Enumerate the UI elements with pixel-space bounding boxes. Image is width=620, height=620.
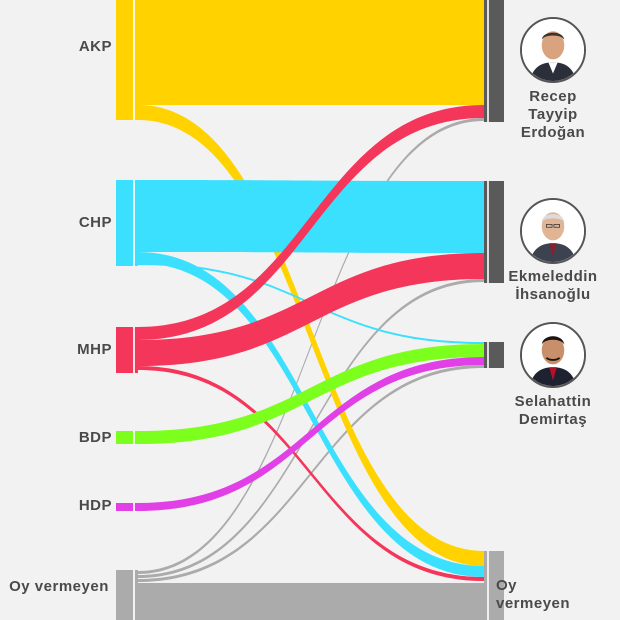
flow-mhp-to-erdogan	[138, 105, 484, 340]
source-bars	[116, 0, 138, 620]
flow-oy-to-oyv	[138, 583, 484, 620]
candidate-label-ihsanoglu: Ekmeleddin İhsanoğlu	[498, 268, 608, 304]
flow-akp-to-oyv	[138, 105, 484, 566]
party-label-chp: CHP	[78, 214, 112, 231]
source-bar-mhp	[116, 327, 138, 373]
party-label-akp: AKP	[78, 38, 112, 55]
source-bar-divider-bdp	[133, 431, 135, 444]
party-label-bdp: BDP	[78, 429, 112, 446]
erdogan-portrait-icon	[522, 19, 584, 81]
candidate-label-line: Ekmeleddin	[508, 268, 598, 285]
flow-hdp-to-demirtas	[138, 357, 484, 511]
source-bar-hdp	[116, 503, 138, 511]
party-label-mhp: MHP	[77, 341, 112, 358]
source-bar-chp	[116, 180, 138, 266]
flow-oy-to-ihsanoglu	[138, 279, 484, 578]
flow-links	[138, 0, 484, 620]
candidate-label-line: Recep	[529, 88, 577, 105]
candidate-label-line: Selahattin	[514, 393, 592, 410]
candidate-label-line: Erdoğan	[520, 124, 586, 141]
avatar-demirtas	[520, 322, 586, 388]
candidate-label-line: vermeyen	[496, 595, 571, 612]
candidate-label-line: İhsanoğlu	[515, 286, 591, 303]
source-bar-bdp	[116, 431, 138, 444]
source-bar-divider-oy	[133, 570, 135, 620]
ihsanoglu-portrait-icon	[522, 200, 584, 262]
flow-chp-to-oyv	[138, 252, 484, 577]
target-bar-divider-demirtas	[487, 342, 489, 368]
candidate-label-line: Demirtaş	[518, 411, 588, 428]
candidate-label-line: Oy	[496, 577, 518, 594]
target-bars	[484, 0, 504, 620]
candidate-label-oyv: Oy vermeyen	[496, 577, 606, 613]
candidate-label-erdogan: Recep Tayyip Erdoğan	[498, 88, 608, 142]
source-bar-oy	[116, 570, 138, 620]
avatar-ihsanoglu	[520, 198, 586, 264]
party-label-oy: Oy vermeyen	[9, 578, 109, 595]
avatar-erdogan	[520, 17, 586, 83]
candidate-label-line: Tayyip	[528, 106, 578, 123]
target-bar-divider-ihsanoglu	[487, 181, 489, 283]
flow-mhp-to-ihsanoglu	[138, 253, 484, 366]
source-bar-divider-chp	[133, 180, 135, 266]
flow-oy-to-erdogan	[138, 118, 484, 574]
party-label-hdp: HDP	[78, 497, 112, 514]
target-bar-divider-erdogan	[487, 0, 489, 122]
target-bar-divider-oyv	[487, 551, 489, 620]
source-bar-divider-akp	[133, 0, 135, 120]
source-bar-akp	[116, 0, 138, 120]
source-bar-divider-mhp	[133, 327, 135, 373]
flow-akp-to-erdogan	[138, 0, 484, 105]
candidate-label-demirtas: Selahattin Demirtaş	[498, 393, 608, 429]
flow-bdp-to-demirtas	[138, 344, 484, 444]
demirtas-portrait-icon	[522, 324, 584, 386]
source-bar-divider-hdp	[133, 503, 135, 511]
flow-mhp-to-oyv	[138, 366, 484, 581]
